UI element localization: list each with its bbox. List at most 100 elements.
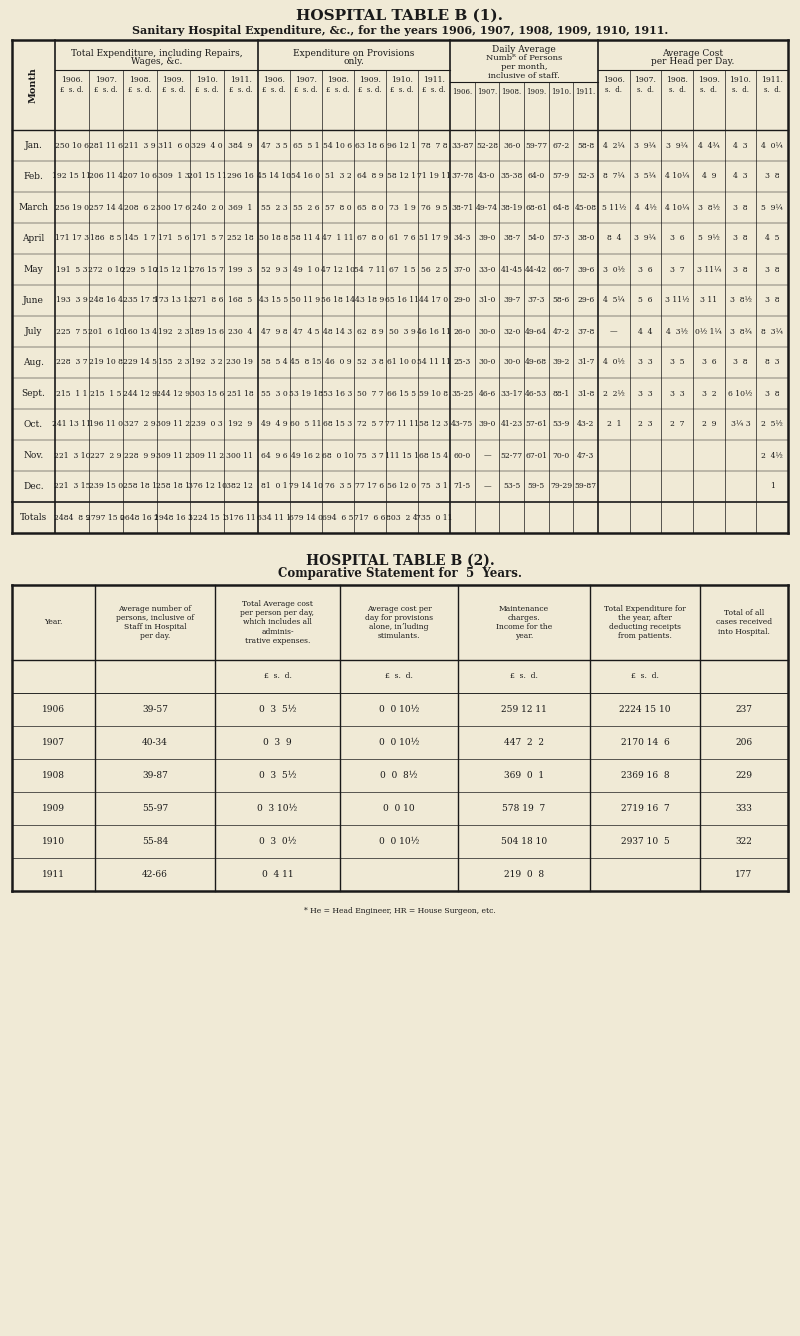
Text: 504 18 10: 504 18 10: [501, 836, 547, 846]
Text: 1908.: 1908.: [502, 88, 522, 96]
Text: 58  5 4: 58 5 4: [261, 358, 287, 366]
Text: 52-28: 52-28: [476, 142, 498, 150]
Text: 1911: 1911: [42, 870, 65, 879]
Text: 31-8: 31-8: [577, 390, 594, 398]
Text: £  s. d.: £ s. d.: [195, 86, 219, 94]
Text: 53-5: 53-5: [503, 482, 520, 490]
Text: 73  1 9: 73 1 9: [389, 203, 415, 211]
Text: 2797 15 0: 2797 15 0: [86, 513, 125, 521]
Text: 1909.: 1909.: [359, 76, 381, 84]
Text: Month: Month: [29, 67, 38, 103]
Text: 47  1 11: 47 1 11: [322, 235, 354, 243]
Text: 41-45: 41-45: [501, 266, 522, 274]
Text: Sanitary Hospital Expenditure, &c., for the years 1906, 1907, 1908, 1909, 1910, : Sanitary Hospital Expenditure, &c., for …: [132, 24, 668, 36]
Text: 3  0½: 3 0½: [603, 266, 625, 274]
Text: 75  3 7: 75 3 7: [357, 452, 383, 460]
Text: 272  0 10: 272 0 10: [87, 266, 124, 274]
Text: 68  0 10: 68 0 10: [322, 452, 354, 460]
Text: 309 11 2: 309 11 2: [156, 452, 190, 460]
Text: 39-6: 39-6: [577, 266, 594, 274]
Text: 43-0: 43-0: [478, 172, 496, 180]
Text: 60-0: 60-0: [454, 452, 471, 460]
Text: 76  3 5: 76 3 5: [325, 482, 351, 490]
Text: 3  8: 3 8: [733, 266, 748, 274]
Text: 201 15 11: 201 15 11: [188, 172, 226, 180]
Text: 1908.: 1908.: [327, 76, 349, 84]
Text: 56  2 5: 56 2 5: [421, 266, 447, 274]
Text: 309 11 2: 309 11 2: [156, 421, 190, 429]
Text: 191  5 3: 191 5 3: [56, 266, 88, 274]
Text: 309  1 3: 309 1 3: [158, 172, 190, 180]
Text: —: —: [610, 327, 618, 335]
Text: 79 14 10: 79 14 10: [289, 482, 323, 490]
Text: 0  3  5½: 0 3 5½: [258, 705, 296, 713]
Text: 300 11: 300 11: [226, 452, 256, 460]
Text: 1906.: 1906.: [452, 88, 473, 96]
Text: 55-97: 55-97: [142, 804, 168, 814]
Text: 45-08: 45-08: [574, 203, 597, 211]
Text: 41-23: 41-23: [501, 421, 522, 429]
Text: Total of all
cases received
into Hospital.: Total of all cases received into Hospita…: [716, 609, 772, 636]
Text: 196 11 0: 196 11 0: [89, 421, 122, 429]
Text: 65  5 1: 65 5 1: [293, 142, 319, 150]
Text: 1911.: 1911.: [762, 76, 783, 84]
Text: 235 17 5: 235 17 5: [122, 297, 157, 305]
Text: 215  1 1: 215 1 1: [56, 390, 88, 398]
Text: 111 15 1: 111 15 1: [385, 452, 419, 460]
Text: 237: 237: [735, 705, 753, 713]
Text: 171  5 7: 171 5 7: [191, 235, 223, 243]
Text: £  s. d.: £ s. d.: [294, 86, 318, 94]
Text: 0  0 10½: 0 0 10½: [379, 836, 419, 846]
Text: 1908: 1908: [42, 771, 65, 780]
Text: 77 17 6: 77 17 6: [355, 482, 385, 490]
Text: 173 13 13: 173 13 13: [154, 297, 193, 305]
Text: 47-3: 47-3: [577, 452, 594, 460]
Text: 8  3¼: 8 3¼: [761, 327, 783, 335]
Text: Comparative Statement for  5  Years.: Comparative Statement for 5 Years.: [278, 566, 522, 580]
Text: 2  5½: 2 5½: [762, 421, 783, 429]
Text: 281 11 6: 281 11 6: [89, 142, 122, 150]
Text: 160 13 4: 160 13 4: [122, 327, 157, 335]
Text: 219  0  8: 219 0 8: [504, 870, 544, 879]
Text: 3  7: 3 7: [670, 266, 685, 274]
Text: 58-6: 58-6: [552, 297, 570, 305]
Text: 192 15 11: 192 15 11: [53, 172, 91, 180]
Text: 64  8 9: 64 8 9: [357, 172, 383, 180]
Text: 50  3 9: 50 3 9: [389, 327, 415, 335]
Text: 35-38: 35-38: [501, 172, 523, 180]
Text: 44 17 0: 44 17 0: [419, 297, 449, 305]
Text: Expenditure on Provisions: Expenditure on Provisions: [294, 48, 414, 57]
Text: 3  8: 3 8: [765, 172, 779, 180]
Text: 303 15 6: 303 15 6: [190, 390, 224, 398]
Text: 46 16 11: 46 16 11: [417, 327, 451, 335]
Text: 4  5¼: 4 5¼: [603, 297, 625, 305]
Text: 168  5: 168 5: [228, 297, 254, 305]
Text: 55  2 6: 55 2 6: [293, 203, 319, 211]
Text: June: June: [23, 297, 44, 305]
Text: 52  3 8: 52 3 8: [357, 358, 383, 366]
Text: 2  9: 2 9: [702, 421, 716, 429]
Text: 300 17 6: 300 17 6: [156, 203, 190, 211]
Text: Totals: Totals: [20, 513, 47, 522]
Text: 65  8 0: 65 8 0: [357, 203, 383, 211]
Text: 47  3 5: 47 3 5: [261, 142, 287, 150]
Text: 30-0: 30-0: [478, 358, 496, 366]
Text: 171  5 6: 171 5 6: [158, 235, 189, 243]
Text: 38-7: 38-7: [503, 235, 520, 243]
Text: 369  1: 369 1: [228, 203, 254, 211]
Text: 3  5¼: 3 5¼: [634, 172, 657, 180]
Text: 3  8: 3 8: [733, 358, 748, 366]
Text: 3  8: 3 8: [733, 235, 748, 243]
Text: 39-87: 39-87: [142, 771, 168, 780]
Text: 38-71: 38-71: [451, 203, 474, 211]
Text: 42-66: 42-66: [142, 870, 168, 879]
Text: 43 18 9: 43 18 9: [355, 297, 385, 305]
Text: 201  6 10: 201 6 10: [87, 327, 124, 335]
Text: 4  4: 4 4: [638, 327, 653, 335]
Text: 1910.: 1910.: [551, 88, 571, 96]
Text: 81  0 1: 81 0 1: [261, 482, 287, 490]
Text: 39-7: 39-7: [503, 297, 520, 305]
Text: 5 11½: 5 11½: [602, 203, 626, 211]
Text: 5  9½: 5 9½: [698, 235, 720, 243]
Text: 3176 11: 3176 11: [224, 513, 258, 521]
